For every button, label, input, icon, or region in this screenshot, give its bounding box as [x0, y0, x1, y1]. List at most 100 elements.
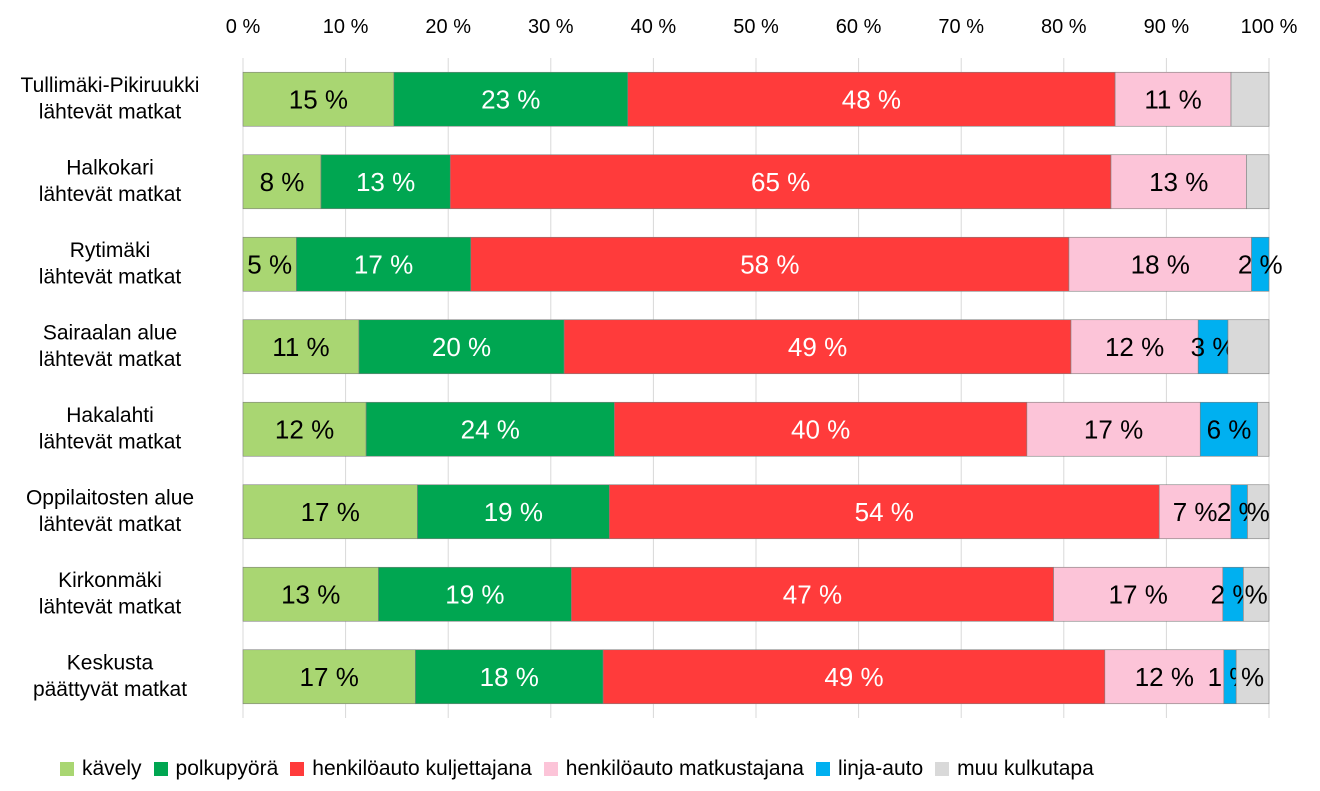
- bar-segment: [378, 566, 572, 622]
- data-label: 19 %: [445, 579, 504, 609]
- bar-segment: [358, 319, 565, 375]
- legend-swatch: [153, 762, 168, 776]
- category-label-line: Rytimäki: [70, 239, 151, 262]
- data-label: 11 %: [272, 332, 329, 362]
- category-label: Oppilaitosten alue lähtevät matkat: [26, 487, 194, 536]
- legend-swatch: [815, 762, 830, 776]
- category-label: Hakalahti lähtevät matkat: [39, 404, 182, 453]
- legend-swatch: [543, 762, 558, 776]
- data-label: 13 %: [281, 579, 340, 609]
- category-label-line: Keskusta: [67, 652, 154, 675]
- bar-segment: [296, 236, 472, 292]
- category-label-line: lähtevät matkat: [39, 513, 182, 536]
- data-label: %: [1245, 579, 1268, 609]
- bar-segment: [1197, 319, 1229, 375]
- bar-segment: [393, 71, 629, 127]
- legend-label: muu kulkutapa: [957, 757, 1094, 780]
- category-label: Tullimäki-Pikiruukki lähtevät matkat: [21, 74, 200, 123]
- data-label: %: [1241, 662, 1264, 692]
- data-label: 11 %: [1144, 84, 1201, 114]
- stacked-bar-chart: 0 % 10 % 20 % 30 % 40 % 50 % 60 % 70 % 80 % 90 % 1…: [21, 16, 1298, 718]
- x-tick-label: 90 %: [1144, 16, 1190, 38]
- bar-segment: [1068, 236, 1252, 292]
- data-label: 49 %: [824, 662, 883, 692]
- data-label: 19 %: [484, 497, 543, 527]
- data-label: 2 %: [1238, 249, 1283, 279]
- category-label-line: Halkokari: [66, 157, 154, 180]
- x-tick-label: 70 %: [938, 16, 984, 38]
- bar-segment: [571, 566, 1054, 622]
- bar-segment: [242, 154, 322, 210]
- data-label: 6 %: [1207, 414, 1252, 444]
- data-label: 17 %: [1084, 414, 1143, 444]
- data-label: 8 %: [260, 167, 305, 197]
- bar-segment: [1230, 71, 1270, 127]
- category-label-line: Hakalahti: [66, 404, 154, 427]
- data-label: 23 %: [481, 84, 540, 114]
- data-label: 12 %: [275, 414, 334, 444]
- category-label-line: lähtevät matkat: [39, 183, 182, 206]
- bar-segment: [563, 319, 1072, 375]
- legend-item: kävely: [60, 757, 142, 781]
- legend-swatch: [935, 762, 950, 776]
- bar-segment: [242, 649, 416, 705]
- category-label-line: Kirkonmäki: [58, 569, 162, 592]
- bar-segment: [242, 236, 297, 292]
- bar-segment: [1243, 566, 1270, 622]
- category-label-line: lähtevät matkat: [39, 265, 182, 288]
- data-label: 47 %: [783, 579, 842, 609]
- data-label: 54 %: [855, 497, 914, 527]
- data-label: 20 %: [432, 332, 491, 362]
- category-label-line: Sairaalan alue: [43, 322, 177, 345]
- legend-swatch: [60, 762, 74, 776]
- legend-item: henkilöauto kuljettajana: [290, 757, 532, 781]
- category-label-line: lähtevät matkat: [39, 100, 182, 123]
- data-label: 65 %: [751, 167, 810, 197]
- data-label: 12 %: [1105, 332, 1164, 362]
- legend-swatch: [290, 762, 305, 776]
- data-label: 12 %: [1135, 662, 1194, 692]
- bar-segment: [1104, 649, 1225, 705]
- data-label: 17 %: [354, 249, 413, 279]
- legend-label: henkilöauto matkustajana: [565, 757, 804, 780]
- legend-item: linja-auto: [815, 757, 923, 781]
- x-tick-label: 0 %: [226, 16, 261, 38]
- data-label: 13 %: [1149, 167, 1208, 197]
- x-tick-label: 80 %: [1041, 16, 1087, 38]
- bar-segment: [415, 649, 604, 705]
- bar-segment: [365, 401, 615, 457]
- data-label: 58 %: [740, 249, 799, 279]
- bar-segment: [627, 71, 1116, 127]
- bar-segment: [1070, 319, 1199, 375]
- category-label-line: Tullimäki-Pikiruukki: [21, 74, 200, 97]
- data-label: 40 %: [791, 414, 850, 444]
- data-label: 7 %: [1173, 497, 1218, 527]
- category-label: Keskusta päättyvät matkat: [33, 652, 187, 701]
- bar-segment: [417, 484, 610, 540]
- data-label: 17 %: [300, 662, 359, 692]
- data-label: 18 %: [480, 662, 539, 692]
- category-label: Sairaalan alue lähtevät matkat: [39, 322, 182, 371]
- category-label: Halkokari lähtevät matkat: [39, 157, 182, 206]
- category-label-line: lähtevät matkat: [39, 430, 182, 453]
- bar-segment: [1251, 236, 1270, 292]
- x-tick-label: 50 %: [733, 16, 779, 38]
- bar-segment: [1158, 484, 1232, 540]
- legend-item: henkilöauto matkustajana: [543, 757, 804, 781]
- legend-item: muu kulkutapa: [935, 757, 1094, 781]
- bar-segment: [1114, 71, 1232, 127]
- bar-segment: [1199, 401, 1259, 457]
- x-tick-label: 100 %: [1241, 16, 1298, 38]
- data-label: 18 %: [1131, 249, 1190, 279]
- bar-segment: [1026, 401, 1201, 457]
- data-label: 17 %: [1109, 579, 1168, 609]
- legend: kävely polkupyörä henkilöauto kuljettajana…: [60, 755, 1300, 783]
- category-label-line: Oppilaitosten alue: [26, 487, 194, 510]
- category-label-line: lähtevät matkat: [39, 348, 182, 371]
- legend-label: polkupyörä: [175, 757, 279, 780]
- legend-label: kävely: [82, 757, 142, 780]
- bar-segment: [242, 71, 395, 127]
- bar-segment: [320, 154, 451, 210]
- data-label: 24 %: [461, 414, 520, 444]
- category-label-line: päättyvät matkat: [33, 678, 187, 701]
